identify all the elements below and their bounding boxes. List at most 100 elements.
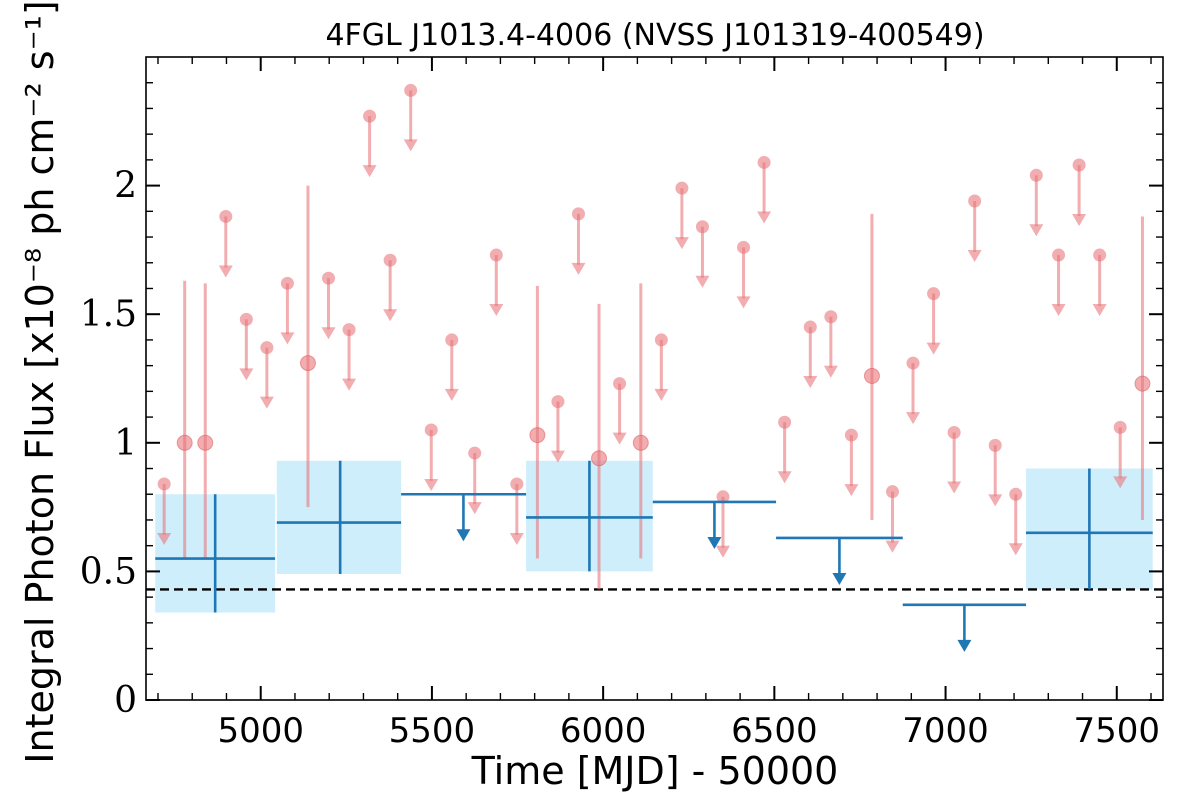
fine-upper-limit-marker [1093,248,1107,262]
fine-upper-limit-arrow [695,275,710,288]
fine-upper-limit [383,253,398,322]
fine-upper-limit-arrow [280,332,295,345]
fine-upper-limit-arrow [988,494,1003,507]
fine-upper-limit-arrow [803,376,818,389]
fine-upper-limit-marker [968,194,982,208]
fine-upper-limit-marker [737,240,751,254]
fine-upper-limit-arrow [239,368,254,381]
fine-upper-limit-arrow [259,396,274,409]
y-tick-label: 0.5 [80,551,137,592]
fine-upper-limit-marker [322,271,336,285]
fine-upper-limit-marker [947,426,961,440]
coarse-detection [526,460,653,572]
y-axis-label: Integral Photon Flux [x10⁻⁸ ph cm⁻² s⁻¹] [18,0,62,763]
fine-upper-limit [715,490,730,558]
fine-upper-limit [612,377,627,445]
fine-upper-limit-arrow [362,165,377,178]
fine-detection-marker [591,450,608,467]
fine-upper-limit-arrow [1113,476,1128,489]
fine-upper-limit-arrow [947,481,962,494]
fine-upper-limit [1008,487,1023,556]
coarse-upper-limit-arrow [832,572,847,585]
fine-upper-limit [1113,420,1128,489]
fine-upper-limit-arrow [489,304,504,317]
fine-upper-limit-marker [988,438,1002,452]
fine-upper-limit [967,194,982,263]
fine-upper-limit-marker [927,287,941,301]
coarse-bin-series [155,460,1153,652]
fine-upper-limit-marker [906,356,920,370]
fine-upper-limit [342,323,357,391]
fine-upper-limit-arrow [1008,543,1023,556]
fine-upper-limit-marker [510,477,524,491]
fine-upper-limit [280,276,295,345]
fine-upper-limit-marker [1029,168,1043,182]
fine-upper-limit [885,485,900,553]
fine-upper-limit-marker [404,83,418,97]
fine-upper-limit [695,220,710,288]
fine-upper-limit-arrow [736,296,751,309]
fine-detection-marker [632,434,649,451]
fine-upper-limit [403,83,418,152]
fine-upper-limit-marker [219,209,233,223]
fine-upper-limit [550,395,565,463]
fine-upper-limit-arrow [674,237,689,250]
fine-upper-limit-marker [803,320,817,334]
fine-upper-limit-arrow [654,388,669,401]
fine-upper-limit [509,477,524,545]
fine-upper-limit [1051,248,1066,317]
fine-detection-marker [197,434,214,451]
fine-upper-limit-arrow [1072,214,1087,227]
y-tick-label: 1 [114,423,137,464]
fine-upper-limit [736,240,751,309]
y-tick-label: 1.5 [80,294,137,335]
fine-upper-limit [571,207,586,275]
fine-upper-limit [467,446,482,515]
coarse-detection [155,494,276,613]
coarse-upper-limit [902,603,1027,652]
coarse-upper-limit-arrow [456,529,471,542]
fine-upper-limit [844,428,859,497]
fine-upper-limit [362,109,377,178]
fine-upper-limit-arrow [157,532,172,545]
fine-upper-limit [823,310,838,378]
fine-upper-limit [1029,168,1044,237]
fine-upper-limit-marker [424,423,438,437]
fine-upper-limit [239,312,254,381]
fine-upper-limit-marker [468,446,482,460]
x-tick-label: 6000 [560,711,647,751]
fine-detection [1134,216,1151,520]
fine-detection-marker [1134,375,1151,392]
fine-detection [176,280,193,559]
fine-upper-limit-marker [239,312,253,326]
fine-upper-limit-marker [280,276,294,290]
fine-upper-limit-arrow [218,265,233,278]
fine-upper-limit-arrow [612,432,627,445]
fine-upper-limit-marker [363,109,377,123]
fine-upper-limit-marker [342,323,356,337]
fine-upper-limit [444,333,459,401]
fine-upper-limit [926,287,941,355]
plot-frame [145,56,1164,701]
fine-upper-limit-marker [1072,158,1086,172]
fine-upper-limit-arrow [885,540,900,553]
fine-upper-limit [1092,248,1107,317]
fine-upper-limit-arrow [571,262,586,275]
fine-upper-limit [777,415,792,484]
fine-detection-marker [299,355,316,372]
fine-upper-limit [757,155,772,224]
fine-upper-limit-marker [778,415,792,429]
fine-detection [299,185,316,508]
fine-upper-limit [259,341,274,409]
x-tick-label: 6500 [731,711,818,751]
fine-upper-limit-arrow [1092,304,1107,317]
coarse-upper-limit-arrow [707,536,722,549]
fine-upper-limit-marker [571,207,585,221]
fine-upper-limit-marker [445,333,459,347]
fine-upper-limit [906,356,921,425]
fine-upper-limit-arrow [926,342,941,355]
coarse-detection [276,460,402,574]
fine-upper-limit [674,181,689,250]
coarse-detection [1026,468,1153,590]
fine-upper-limit [157,477,172,545]
